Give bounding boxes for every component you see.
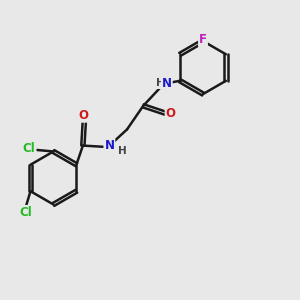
Text: H: H xyxy=(156,78,165,88)
Text: Cl: Cl xyxy=(20,206,32,219)
Text: Cl: Cl xyxy=(22,142,35,155)
Text: F: F xyxy=(199,33,207,46)
Text: N: N xyxy=(104,139,114,152)
Text: O: O xyxy=(78,109,88,122)
Text: O: O xyxy=(166,107,176,120)
Text: H: H xyxy=(118,146,127,157)
Text: N: N xyxy=(162,77,172,90)
